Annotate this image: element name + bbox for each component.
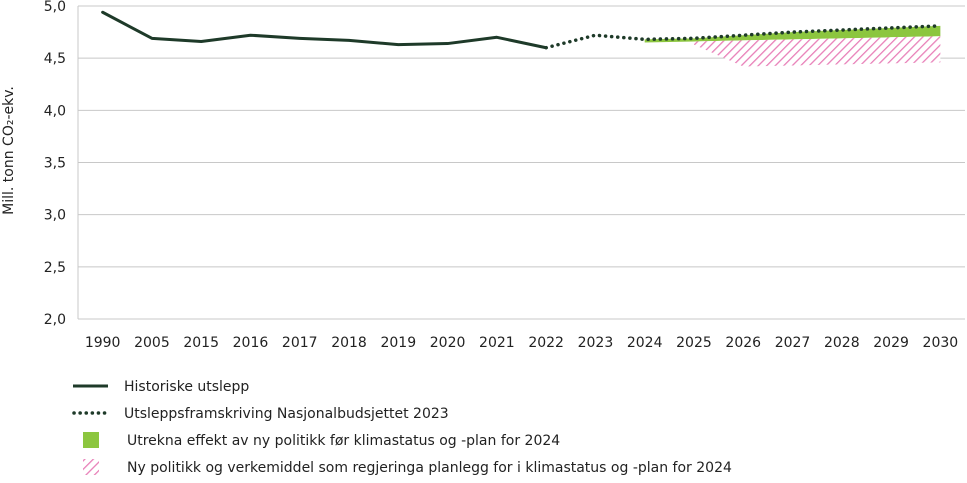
x-tick-label: 2018 — [331, 335, 367, 351]
y-axis-label: Mill. tonn CO₂-ekv. — [1, 86, 17, 215]
band-planned-policy — [693, 36, 941, 67]
legend-label: Utsleppsframskriving Nasjonalbudsjettet … — [124, 406, 449, 422]
legend-label: Historiske utslepp — [124, 379, 249, 395]
x-tick-label: 2027 — [775, 335, 811, 351]
legend-swatch-green-patch — [83, 432, 99, 448]
y-tick-label: 5,0 — [44, 0, 66, 15]
grid — [78, 5, 965, 320]
x-tick-label: 2026 — [725, 335, 761, 351]
legend-item-2: Utsleppsframskriving Nasjonalbudsjettet … — [72, 406, 449, 422]
x-tick-label: 2029 — [873, 335, 909, 351]
x-tick-label: 2021 — [479, 335, 515, 351]
x-tick-label: 2019 — [380, 335, 416, 351]
y-tick-label: 3,0 — [44, 208, 66, 224]
legend-label: Ny politikk og verkemiddel som regjering… — [127, 460, 732, 476]
axes: 2,0 2,5 3,0 3,5 4,0 4,5 5,0 1990 2005 2015 2016 201… — [1, 0, 958, 351]
x-tick-label: 1990 — [85, 335, 121, 351]
x-tick-label: 2023 — [578, 335, 614, 351]
legend-item-4: Ny politikk og verkemiddel som regjering… — [83, 459, 732, 476]
x-tick-label: 2022 — [528, 335, 564, 351]
series-projection-line — [544, 24, 943, 50]
x-tick-label: 2016 — [233, 335, 269, 351]
y-tick-label: 2,0 — [44, 312, 66, 328]
y-tick-label: 2,5 — [44, 260, 66, 276]
x-tick-label: 2025 — [676, 335, 712, 351]
x-tick-label: 2005 — [134, 335, 170, 351]
y-tick-label: 4,0 — [44, 103, 66, 119]
series — [101, 10, 943, 50]
legend-item-1: Historiske utslepp — [73, 379, 249, 395]
x-tick-label: 2030 — [923, 335, 959, 351]
legend-item-3: Utrekna effekt av ny politikk før klimas… — [83, 432, 560, 449]
x-tick-label: 2024 — [627, 335, 663, 351]
legend: Historiske utslepp Utsleppsframskriving N… — [72, 379, 732, 476]
y-tick-label: 3,5 — [44, 156, 66, 172]
x-tick-label: 2015 — [183, 335, 219, 351]
series-historical-line — [101, 10, 548, 50]
x-tick-label: 2017 — [282, 335, 318, 351]
legend-swatch-hatched-patch — [83, 459, 99, 475]
x-tick-label: 2020 — [430, 335, 466, 351]
x-tick-label: 2028 — [824, 335, 860, 351]
y-tick-label: 4,5 — [44, 51, 66, 67]
legend-label: Utrekna effekt av ny politikk før klimas… — [127, 433, 560, 449]
